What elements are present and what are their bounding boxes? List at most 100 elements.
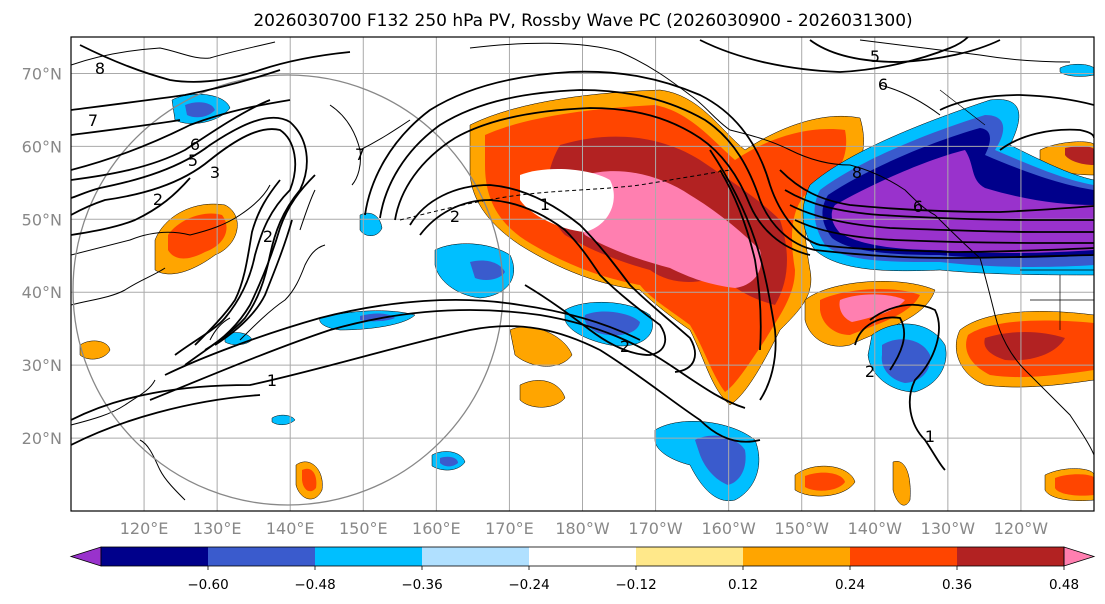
longitude-tick-label: 120°W [994, 519, 1049, 538]
negative-anomaly-hawaii-core [695, 435, 746, 485]
contour-label: 1 [925, 427, 935, 446]
longitude-tick-label: 170°E [485, 519, 534, 538]
latitude-tick-label: 20°N [22, 429, 62, 448]
contour-label: 7 [355, 145, 365, 164]
contour-label: 5 [188, 151, 198, 170]
contour-label: 3 [210, 163, 220, 182]
map-frame [70, 36, 1095, 512]
reference-great-circle [72, 74, 504, 506]
contour-label: 2 [865, 362, 875, 381]
colorbar-segment [957, 547, 1065, 566]
colorbar-tick-label: 0.36 [942, 577, 972, 593]
positive-anomaly-small-1 [79, 340, 111, 360]
positive-anomaly-small-8-core [1065, 146, 1094, 165]
colorbar-extend-low [69, 546, 102, 567]
colorbar-segment [208, 547, 316, 566]
contour-label: 7 [88, 111, 98, 130]
pv-contour-east-1 [779, 169, 1094, 221]
negative-anomaly-siberia-core [185, 102, 215, 118]
pv-contour-pole-2 [999, 128, 1094, 151]
pv-contour-ridge-2 [379, 89, 1094, 259]
contour-label: 8 [95, 59, 105, 78]
longitude-tick-label: 130°W [921, 519, 976, 538]
pv-contour-trough-1 [419, 199, 667, 356]
longitude-tick-label: 150°W [775, 519, 830, 538]
colorbar-outline [100, 546, 1065, 567]
pv-contours [71, 37, 1094, 471]
pv-contour-jet-west [71, 128, 297, 356]
colorbar-tick-label: −0.60 [187, 577, 228, 593]
positive-anomaly-japan-core [168, 213, 227, 259]
pv-contour-jet-west-2 [71, 116, 308, 366]
colorbar-tick-label: −0.48 [294, 577, 335, 593]
longitude-tick-label: 140°W [848, 519, 903, 538]
colorbar-segment [850, 547, 958, 566]
colorbar-tick-label: −0.36 [401, 577, 442, 593]
negative-anomaly-ga-purple [831, 150, 1094, 254]
contour-label: 5 [870, 47, 880, 66]
pv-contour-3 [164, 299, 641, 376]
latitude-tick-label: 50°N [22, 210, 62, 229]
longitude-labels: 120°E 130°E 140°E 150°E 160°E 170°E 180°W 170°W… [120, 519, 1049, 538]
colorbar-segment [315, 547, 423, 566]
pv-contour-ridge-4 [709, 149, 777, 401]
colorbar-tick-label: −0.24 [508, 577, 549, 593]
pv-contour-north-1 [699, 37, 969, 73]
latitude-tick-label: 40°N [22, 283, 62, 302]
negative-anomaly-cp-core [470, 260, 505, 280]
colorbar-segment [529, 547, 637, 566]
borders-us-canada [939, 89, 1094, 330]
positive-anomaly-max [573, 171, 762, 288]
coastline-alaska [469, 42, 936, 216]
coastline-north-america [859, 39, 1094, 456]
longitude-tick-label: 150°E [339, 519, 388, 538]
contour-label: 2 [620, 337, 630, 356]
contour-label: 6 [190, 135, 200, 154]
negative-anomaly-small-2-core [440, 456, 458, 467]
colorbar-tick-label: −0.12 [615, 577, 656, 593]
pv-contour-jet-west-4 [71, 174, 316, 351]
coastline-asia [71, 41, 276, 501]
coastline-kamchatka [329, 104, 411, 186]
colorbar-segment [101, 547, 209, 566]
pv-contour-jet-west-5 [71, 99, 293, 346]
positive-anomaly-small-4-core [302, 468, 317, 492]
contour-label: 6 [913, 197, 923, 216]
contour-label: 2 [153, 190, 163, 209]
colorbar-tick-label: 0.48 [1049, 577, 1079, 593]
colorbar-segment [743, 547, 851, 566]
latitude-tick-label: 60°N [22, 137, 62, 156]
colorbar-extend-high [1063, 546, 1096, 567]
contour-label: 6 [878, 75, 888, 94]
pv-contour-ridge-1 [364, 70, 1094, 253]
longitude-tick-label: 160°E [412, 519, 461, 538]
pv-contour-jet-west-3 [71, 99, 281, 346]
map-gridlines [71, 37, 1094, 511]
longitude-tick-label: 180°W [555, 519, 610, 538]
contour-label: 2 [263, 227, 273, 246]
contour-label: 1 [267, 371, 277, 390]
colorbar-segment [422, 547, 530, 566]
pv-contour-arctic [939, 94, 1094, 111]
coastline-korea-japan [209, 189, 326, 341]
longitude-tick-label: 120°E [120, 519, 169, 538]
figure-title: 2026030700 F132 250 hPa PV, Rossby Wave … [253, 11, 912, 31]
positive-anomaly-small-5-core [805, 472, 845, 491]
colorbar-segment [636, 547, 744, 566]
positive-anomaly-east-pink [839, 294, 905, 322]
latitude-labels: 70°N 60°N 50°N 40°N 30°N 20°N [22, 64, 62, 448]
positive-anomaly-small-7 [892, 461, 911, 506]
negative-anomaly-small-3 [271, 414, 296, 425]
pv-contour-1 [71, 325, 761, 446]
longitude-tick-label: 140°E [266, 519, 315, 538]
positive-anomaly-small-3 [519, 380, 566, 408]
pv-contour-trough-2 [409, 184, 696, 373]
contour-label: 1 [540, 195, 550, 214]
pv-contour-pole-1 [809, 39, 1001, 63]
negative-anomaly-wp-core [360, 313, 395, 322]
contour-labels: 8 7 6 5 3 1 2 2 1 2 2 5 6 7 6 8 2 1 [88, 47, 935, 446]
pv-contour-north-2 [79, 44, 351, 83]
positive-anomaly-small-6-core [1055, 474, 1094, 496]
negative-anomaly-east-core [881, 339, 931, 383]
pv-contour-east-loop [854, 303, 946, 471]
